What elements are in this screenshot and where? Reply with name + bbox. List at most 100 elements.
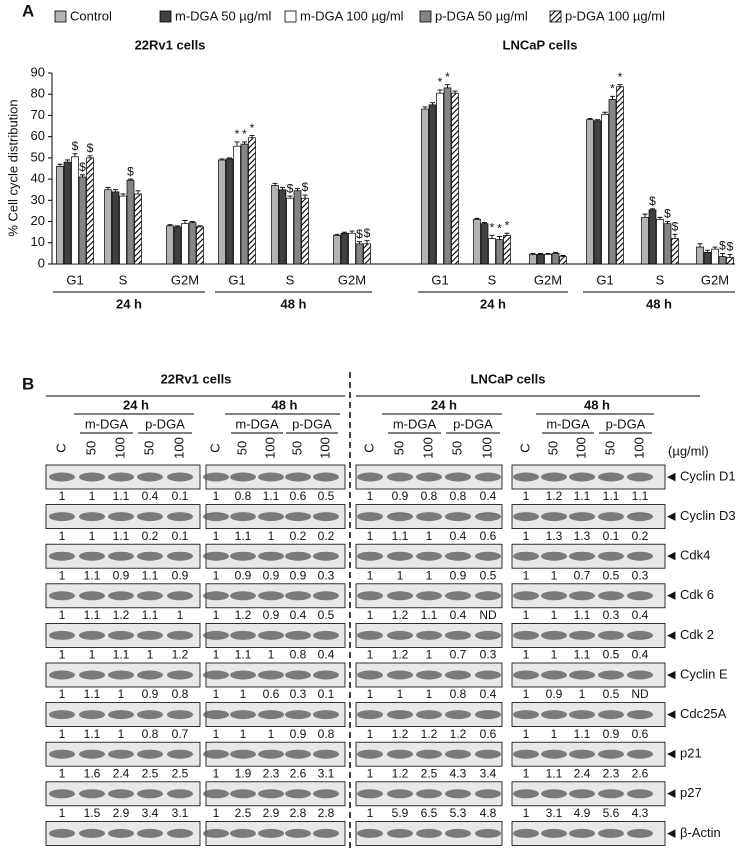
- band: [79, 710, 105, 720]
- quantification: 0.6: [632, 727, 649, 741]
- quantification: 0.4: [480, 489, 497, 503]
- quantification: 2.3: [263, 766, 280, 780]
- quantification: 1.1: [546, 766, 563, 780]
- quantification: 5.9: [392, 806, 409, 820]
- band: [387, 789, 413, 799]
- quantification: 1: [367, 766, 374, 780]
- bar: [278, 189, 287, 265]
- quantification: 3.1: [318, 766, 335, 780]
- quantification: 1: [367, 529, 374, 543]
- quantification: 1: [59, 806, 66, 820]
- band: [357, 710, 383, 720]
- bar: [559, 256, 567, 265]
- bar: [671, 238, 679, 265]
- band: [445, 789, 471, 799]
- quantification: 1.2: [392, 608, 409, 622]
- quantification: 0.4: [290, 608, 307, 622]
- significance-marker: *: [618, 70, 623, 84]
- band: [598, 710, 624, 720]
- quantification: 1: [213, 727, 220, 741]
- quantification: 1: [523, 568, 530, 582]
- quantification: 0.8: [318, 727, 335, 741]
- quantification: 1: [579, 687, 586, 701]
- bar: [718, 256, 727, 265]
- band: [541, 512, 567, 522]
- quantification: 0.4: [450, 608, 467, 622]
- error-bar: [587, 118, 593, 120]
- bar: [703, 251, 712, 265]
- band: [285, 749, 311, 759]
- treatment-label: m-DGA: [546, 416, 590, 431]
- lane-label: 50: [602, 441, 617, 455]
- bar: [616, 86, 624, 265]
- quantification: 0.6: [480, 529, 497, 543]
- band: [387, 551, 413, 561]
- bar: [551, 253, 560, 265]
- legend-swatch: [419, 10, 432, 23]
- error-bar: [302, 194, 308, 199]
- treatment-label: p-DGA: [145, 416, 185, 431]
- quantification: 1: [551, 727, 558, 741]
- band: [108, 512, 134, 522]
- band: [598, 670, 624, 680]
- quantification: 1: [118, 687, 125, 701]
- quantification: 1: [523, 727, 530, 741]
- band: [357, 828, 383, 838]
- quantification: 1: [213, 529, 220, 543]
- band: [108, 710, 134, 720]
- band: [203, 630, 229, 640]
- band: [541, 789, 567, 799]
- bar: [488, 238, 496, 265]
- error-bar: [610, 95, 615, 100]
- bar: [503, 235, 511, 265]
- band: [79, 551, 105, 561]
- quantification: 1: [213, 608, 220, 622]
- band: [541, 670, 567, 680]
- quantification: 6.5: [421, 806, 438, 820]
- band: [445, 591, 471, 601]
- quantification: 1: [240, 687, 247, 701]
- quantification: 0.8: [450, 687, 467, 701]
- quantification: 1: [59, 727, 66, 741]
- error-bar: [234, 141, 240, 147]
- quantification: 1: [213, 568, 220, 582]
- quantification: 1: [551, 608, 558, 622]
- quantification: 1: [367, 727, 374, 741]
- x-tick-label: G1: [66, 272, 83, 287]
- band: [513, 512, 539, 522]
- quantification: 1.1: [574, 727, 591, 741]
- band: [387, 630, 413, 640]
- quantification: 1: [426, 687, 433, 701]
- quantification: 2.8: [290, 806, 307, 820]
- legend-swatch: [159, 10, 172, 23]
- bar: [188, 222, 197, 265]
- bar: [126, 179, 135, 265]
- band: [416, 512, 442, 522]
- band: [230, 472, 256, 482]
- quantification: 2.5: [172, 766, 189, 780]
- quantification: 2.4: [113, 766, 130, 780]
- error-bar: [727, 254, 733, 258]
- quantification: 1: [367, 806, 374, 820]
- band: [541, 630, 567, 640]
- band: [445, 630, 471, 640]
- bar: [428, 104, 437, 265]
- significance-marker: $: [287, 181, 294, 195]
- band: [49, 591, 75, 601]
- band: [445, 749, 471, 759]
- error-bar: [650, 208, 655, 210]
- quantification: 0.5: [318, 608, 335, 622]
- quantification: 0.8: [290, 648, 307, 662]
- quantification: 0.1: [318, 687, 335, 701]
- quantification: 0.8: [235, 489, 252, 503]
- significance-marker: *: [497, 222, 502, 236]
- quantification: 1: [89, 648, 96, 662]
- quantification: 0.8: [450, 489, 467, 503]
- band: [137, 749, 163, 759]
- band: [167, 749, 193, 759]
- unit-label: (µg/ml): [668, 443, 709, 458]
- band: [627, 828, 653, 838]
- quantification: 5.3: [450, 806, 467, 820]
- panel-title: LNCaP cells: [503, 37, 578, 52]
- legend-swatch: [284, 10, 297, 23]
